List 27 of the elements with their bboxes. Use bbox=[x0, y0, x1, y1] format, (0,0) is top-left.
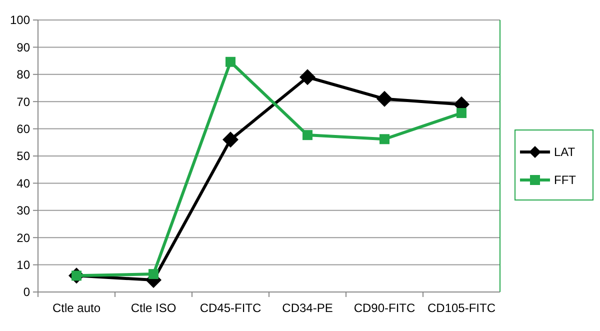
y-tick-label: 70 bbox=[16, 94, 30, 109]
legend-label: LAT bbox=[554, 145, 576, 160]
point bbox=[380, 134, 390, 144]
y-tick-label: 20 bbox=[16, 230, 30, 245]
y-tick-label: 10 bbox=[16, 258, 30, 272]
point bbox=[226, 56, 236, 67]
y-tick-label: 30 bbox=[16, 204, 30, 218]
y-tick-label: 100 bbox=[10, 13, 30, 28]
point bbox=[456, 108, 466, 118]
x-tick-label: Ctle auto bbox=[52, 301, 101, 315]
point bbox=[302, 130, 312, 140]
y-tick-label: 50 bbox=[16, 149, 30, 164]
legend-label: FFT bbox=[554, 173, 577, 188]
y-tick-label: 90 bbox=[16, 40, 30, 54]
point bbox=[222, 132, 238, 148]
y-tick-label: 0 bbox=[23, 285, 30, 300]
x-tick-label: Ctle ISO bbox=[130, 301, 176, 315]
x-tick-label: CD45-FITC bbox=[200, 301, 262, 315]
y-tick-label: 40 bbox=[16, 176, 30, 190]
x-tick-label: CD34-PE bbox=[282, 301, 333, 315]
x-tick-label: CD105-FITC bbox=[427, 301, 496, 315]
y-tick-label: 60 bbox=[16, 122, 30, 136]
point bbox=[376, 90, 392, 107]
x-tick-label: CD90-FITC bbox=[354, 301, 416, 315]
point bbox=[300, 69, 316, 86]
y-tick-label: 80 bbox=[16, 68, 30, 82]
point bbox=[148, 269, 158, 280]
